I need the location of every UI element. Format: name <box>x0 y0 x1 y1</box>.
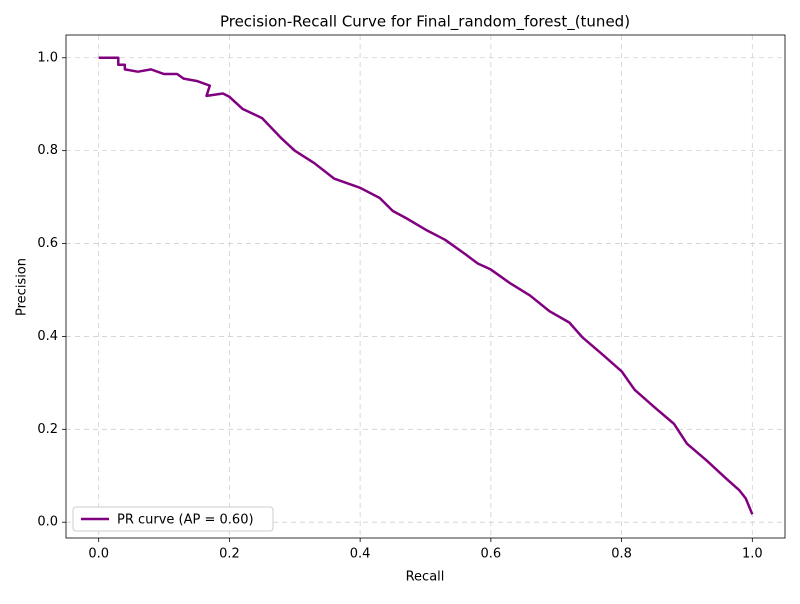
plot-frame <box>65 34 786 539</box>
y-tick-label: 0.6 <box>37 236 58 251</box>
x-tick-label: 0.8 <box>611 547 632 562</box>
x-tick-label: 0.4 <box>350 547 371 562</box>
pr-curve <box>98 56 754 515</box>
y-tick-label: 0.0 <box>37 515 58 530</box>
y-axis-label: Precision <box>15 258 30 316</box>
x-axis-label: Recall <box>406 570 445 585</box>
y-tick-label: 1.0 <box>37 50 58 65</box>
x-tick-label: 0.2 <box>219 547 240 562</box>
legend-label: PR curve (AP = 0.60) <box>117 513 254 528</box>
y-tick-label: 0.4 <box>37 329 58 344</box>
x-tick-label: 0.6 <box>481 547 502 562</box>
y-tick-label: 0.8 <box>37 143 58 158</box>
x-tick-label: 0.0 <box>88 547 109 562</box>
x-tick-label: 1.0 <box>742 547 763 562</box>
y-tick-label: 0.2 <box>37 422 58 437</box>
legend-box <box>72 506 274 532</box>
chart-title: Precision-Recall Curve for Final_random_… <box>220 13 630 32</box>
